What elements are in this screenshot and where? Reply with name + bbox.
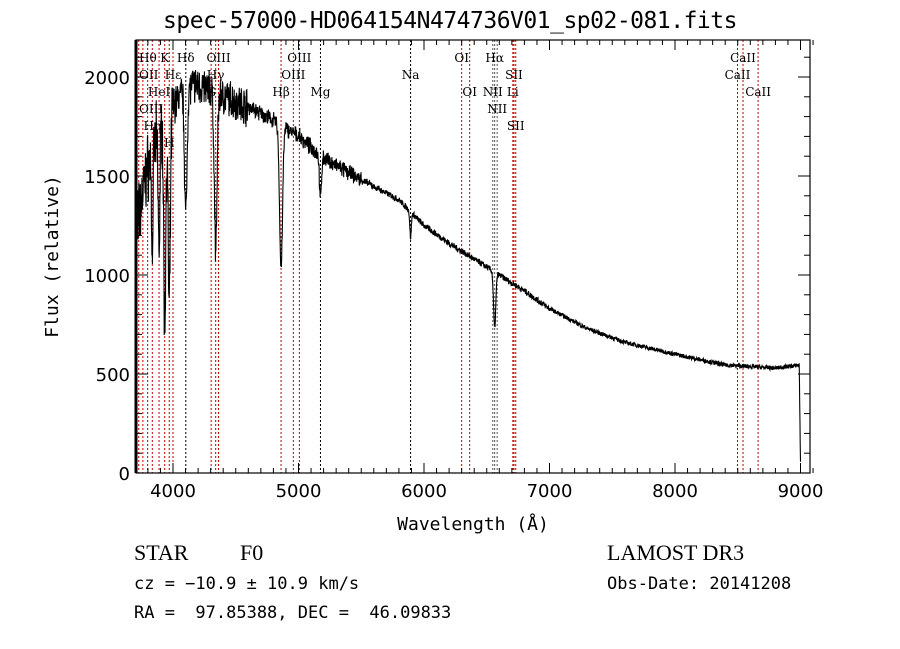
y-tick-label: 500 [96, 365, 130, 386]
line-marker-label: SII [505, 68, 523, 82]
y-tick-label: 1500 [84, 167, 130, 188]
y-axis-label: Flux (relative) [42, 175, 63, 338]
x-tick-label: 7000 [527, 481, 573, 502]
y-tick-label: 2000 [84, 68, 130, 89]
line-marker-label: NII [483, 85, 503, 99]
line-marker-label: H [164, 136, 174, 150]
line-marker-label: SII [507, 119, 525, 133]
spectrum-line [134, 69, 802, 462]
line-marker-label: CaII [730, 51, 756, 65]
line-marker-label: Hβ [272, 85, 289, 99]
x-tick-label: 5000 [276, 481, 322, 502]
x-tick-label: 4000 [150, 481, 196, 502]
line-marker-label: NII [487, 102, 507, 116]
line-marker-label: OI [462, 85, 477, 99]
x-tick-label: 6000 [401, 481, 447, 502]
redshift-text: cz = −10.9 ± 10.9 km/s [134, 574, 360, 594]
x-tick-label: 8000 [652, 481, 698, 502]
line-marker-label: Hγ [207, 68, 225, 82]
line-marker-label: CaII [725, 68, 751, 82]
y-tick-label: 0 [119, 464, 130, 485]
line-marker-label: CaII [745, 85, 771, 99]
line-marker-label: OIII [287, 51, 311, 65]
line-marker-label: Li [507, 85, 519, 99]
coordinates-text: RA = 97.85388, DEC = 46.09833 [134, 603, 452, 623]
obs-date-text: Obs-Date: 20141208 [607, 574, 792, 594]
y-tick-label: 1000 [84, 266, 130, 287]
line-marker-label: OI [454, 51, 469, 65]
chart-title: spec-57000-HD064154N474736V01_sp02-081.f… [163, 8, 737, 34]
line-marker-label: OIII [281, 68, 305, 82]
line-marker-label: HeI [148, 85, 171, 99]
object-subclass: F0 [240, 540, 264, 565]
line-marker-label: Hδ [177, 51, 195, 65]
line-marker-label: Na [402, 68, 420, 82]
line-marker-label: Hθ [139, 51, 157, 65]
line-marker-label: K [160, 51, 170, 65]
line-marker-label: Hε [165, 68, 182, 82]
survey-label: LAMOST DR3 [607, 540, 745, 565]
line-marker-label: OIII [139, 102, 163, 116]
x-tick-label: 9000 [778, 481, 824, 502]
line-marker-label: Hη [144, 119, 162, 133]
object-class: STAR [134, 540, 189, 565]
line-marker-label: OIII [207, 51, 231, 65]
line-marker-label: Mg [311, 85, 331, 99]
line-marker-label: Hα [485, 51, 504, 65]
line-marker-label: OII [139, 68, 159, 82]
x-axis-label: Wavelength (Å) [397, 513, 549, 535]
